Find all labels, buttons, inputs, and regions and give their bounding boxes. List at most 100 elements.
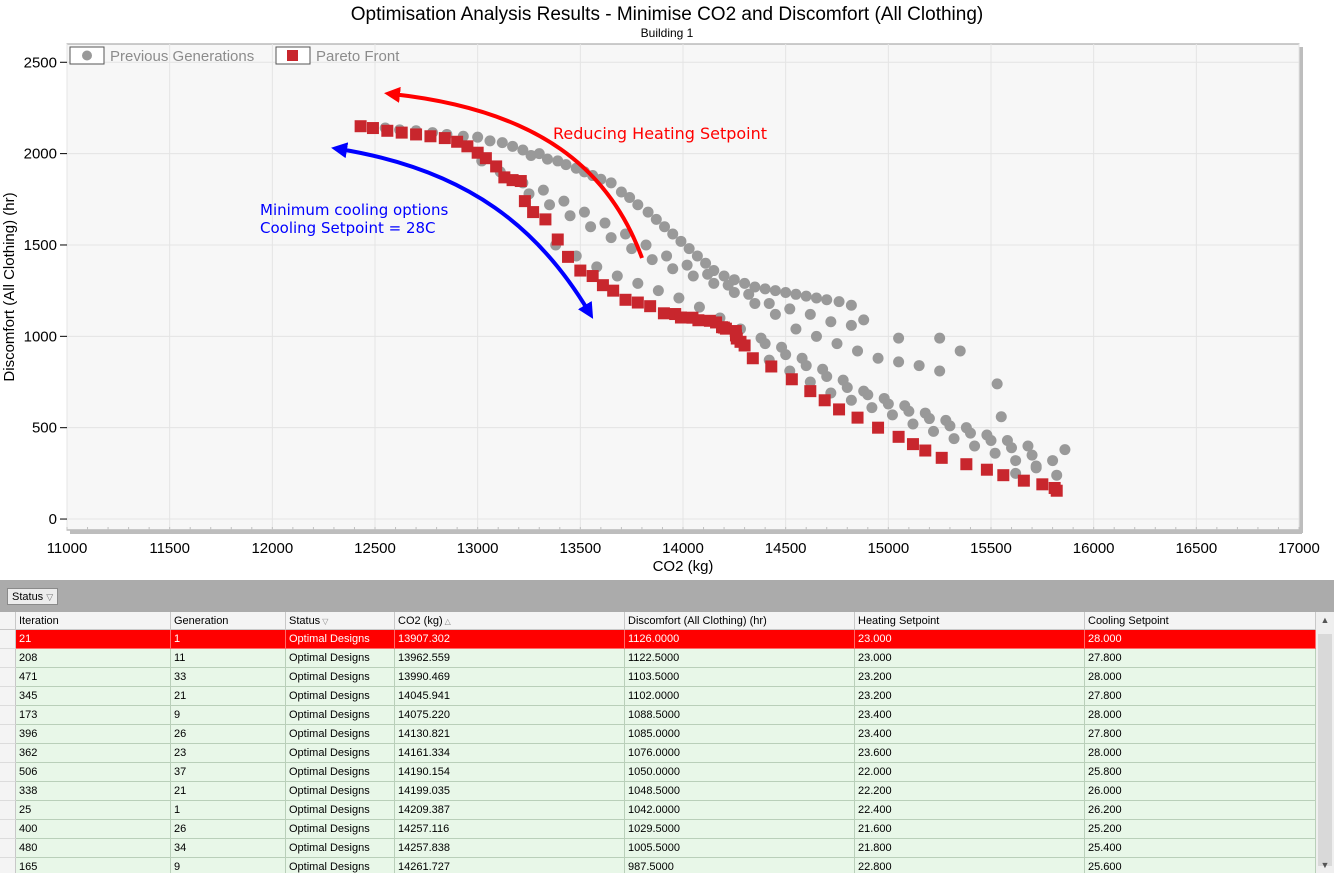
table-cell[interactable]: 25.200 [1085,820,1316,839]
table-cell[interactable]: 1042.0000 [625,801,855,820]
group-by-status-chip[interactable]: Status ▽ [7,588,59,605]
table-cell[interactable]: 21 [16,630,171,649]
row-selector[interactable] [0,649,16,668]
table-cell[interactable]: Optimal Designs [286,820,395,839]
table-cell[interactable]: Optimal Designs [286,763,395,782]
table-cell[interactable]: 1 [171,801,286,820]
filter-icon[interactable]: ▽ [322,617,329,626]
table-cell[interactable]: 9 [171,706,286,725]
table-cell[interactable]: 14261.727 [395,858,625,873]
table-cell[interactable]: Optimal Designs [286,744,395,763]
row-selector[interactable] [0,630,16,649]
table-cell[interactable]: 338 [16,782,171,801]
column-header[interactable]: Cooling Setpoint [1085,612,1316,630]
table-row[interactable]: 400 26 Optimal Designs 14257.116 1029.5000 21… [0,820,1316,839]
table-cell[interactable]: 1048.5000 [625,782,855,801]
row-selector[interactable] [0,801,16,820]
table-cell[interactable]: 28.000 [1085,668,1316,687]
column-header[interactable]: Generation [171,612,286,630]
table-cell[interactable]: 27.800 [1085,725,1316,744]
row-selector[interactable] [0,763,16,782]
scroll-down-icon[interactable]: ▼ [1320,860,1330,870]
table-cell[interactable]: 173 [16,706,171,725]
table-cell[interactable]: 208 [16,649,171,668]
table-cell[interactable]: Optimal Designs [286,630,395,649]
table-cell[interactable]: 1005.5000 [625,839,855,858]
table-cell[interactable]: 14209.387 [395,801,625,820]
table-cell[interactable]: 14045.941 [395,687,625,706]
table-cell[interactable]: 11 [171,649,286,668]
table-cell[interactable]: 1126.0000 [625,630,855,649]
table-cell[interactable]: 1102.0000 [625,687,855,706]
table-cell[interactable]: 27.800 [1085,649,1316,668]
table-cell[interactable]: 25 [16,801,171,820]
table-cell[interactable]: 1 [171,630,286,649]
row-selector[interactable] [0,668,16,687]
table-cell[interactable]: Optimal Designs [286,801,395,820]
table-row[interactable]: 471 33 Optimal Designs 13990.469 1103.5000 23… [0,668,1316,687]
table-cell[interactable]: 9 [171,858,286,873]
table-cell[interactable]: 26.200 [1085,801,1316,820]
table-row-selected[interactable]: 21 1 Optimal Designs 13907.302 1126.0000 23.0… [0,630,1316,649]
table-cell[interactable]: 21 [171,782,286,801]
table-cell[interactable]: 1088.5000 [625,706,855,725]
table-cell[interactable]: 14075.220 [395,706,625,725]
table-cell[interactable]: Optimal Designs [286,839,395,858]
table-cell[interactable]: Optimal Designs [286,687,395,706]
table-row[interactable]: 165 9 Optimal Designs 14261.727 987.5000 22.8… [0,858,1316,873]
table-row[interactable]: 362 23 Optimal Designs 14161.334 1076.0000 23… [0,744,1316,763]
table-cell[interactable]: 480 [16,839,171,858]
table-cell[interactable]: 987.5000 [625,858,855,873]
row-selector[interactable] [0,706,16,725]
table-cell[interactable]: 14257.116 [395,820,625,839]
row-selector[interactable] [0,744,16,763]
table-row[interactable]: 25 1 Optimal Designs 14209.387 1042.0000 22.4… [0,801,1316,820]
table-cell[interactable]: 23 [171,744,286,763]
table-cell[interactable]: 345 [16,687,171,706]
column-header[interactable]: Discomfort (All Clothing) (hr) [625,612,855,630]
table-cell[interactable]: 22.400 [855,801,1085,820]
table-cell[interactable]: 34 [171,839,286,858]
table-row[interactable]: 480 34 Optimal Designs 14257.838 1005.5000 21… [0,839,1316,858]
table-row[interactable]: 338 21 Optimal Designs 14199.035 1048.5000 22… [0,782,1316,801]
table-cell[interactable]: 27.800 [1085,687,1316,706]
table-cell[interactable]: 23.000 [855,649,1085,668]
table-cell[interactable]: 1029.5000 [625,820,855,839]
table-row[interactable]: 396 26 Optimal Designs 14130.821 1085.0000 23… [0,725,1316,744]
table-cell[interactable]: 1103.5000 [625,668,855,687]
table-cell[interactable]: 23.200 [855,668,1085,687]
table-cell[interactable]: 23.000 [855,630,1085,649]
table-cell[interactable]: 25.600 [1085,858,1316,873]
column-header[interactable]: CO2 (kg) △ [395,612,625,630]
table-cell[interactable]: 1076.0000 [625,744,855,763]
column-header[interactable]: Status ▽ [286,612,395,630]
row-selector[interactable] [0,839,16,858]
table-cell[interactable]: 25.800 [1085,763,1316,782]
table-cell[interactable]: 506 [16,763,171,782]
table-cell[interactable]: 14257.838 [395,839,625,858]
table-cell[interactable]: 14199.035 [395,782,625,801]
table-cell[interactable]: Optimal Designs [286,706,395,725]
table-cell[interactable]: 23.400 [855,706,1085,725]
scrollbar-thumb[interactable] [1318,634,1332,866]
column-header[interactable]: Iteration [16,612,171,630]
table-cell[interactable]: 23.400 [855,725,1085,744]
table-cell[interactable]: 33 [171,668,286,687]
table-cell[interactable]: 25.400 [1085,839,1316,858]
table-cell[interactable]: 23.600 [855,744,1085,763]
table-cell[interactable]: 1085.0000 [625,725,855,744]
table-cell[interactable]: 37 [171,763,286,782]
table-cell[interactable]: 14190.154 [395,763,625,782]
table-cell[interactable]: 21 [171,687,286,706]
table-row[interactable]: 173 9 Optimal Designs 14075.220 1088.5000 23.… [0,706,1316,725]
row-selector[interactable] [0,725,16,744]
table-cell[interactable]: Optimal Designs [286,725,395,744]
table-cell[interactable]: 26.000 [1085,782,1316,801]
table-cell[interactable]: 22.800 [855,858,1085,873]
table-cell[interactable]: 14130.821 [395,725,625,744]
table-cell[interactable]: 26 [171,820,286,839]
table-cell[interactable]: 22.200 [855,782,1085,801]
table-cell[interactable]: 362 [16,744,171,763]
table-row[interactable]: 506 37 Optimal Designs 14190.154 1050.0000 22… [0,763,1316,782]
column-header[interactable]: Heating Setpoint [855,612,1085,630]
